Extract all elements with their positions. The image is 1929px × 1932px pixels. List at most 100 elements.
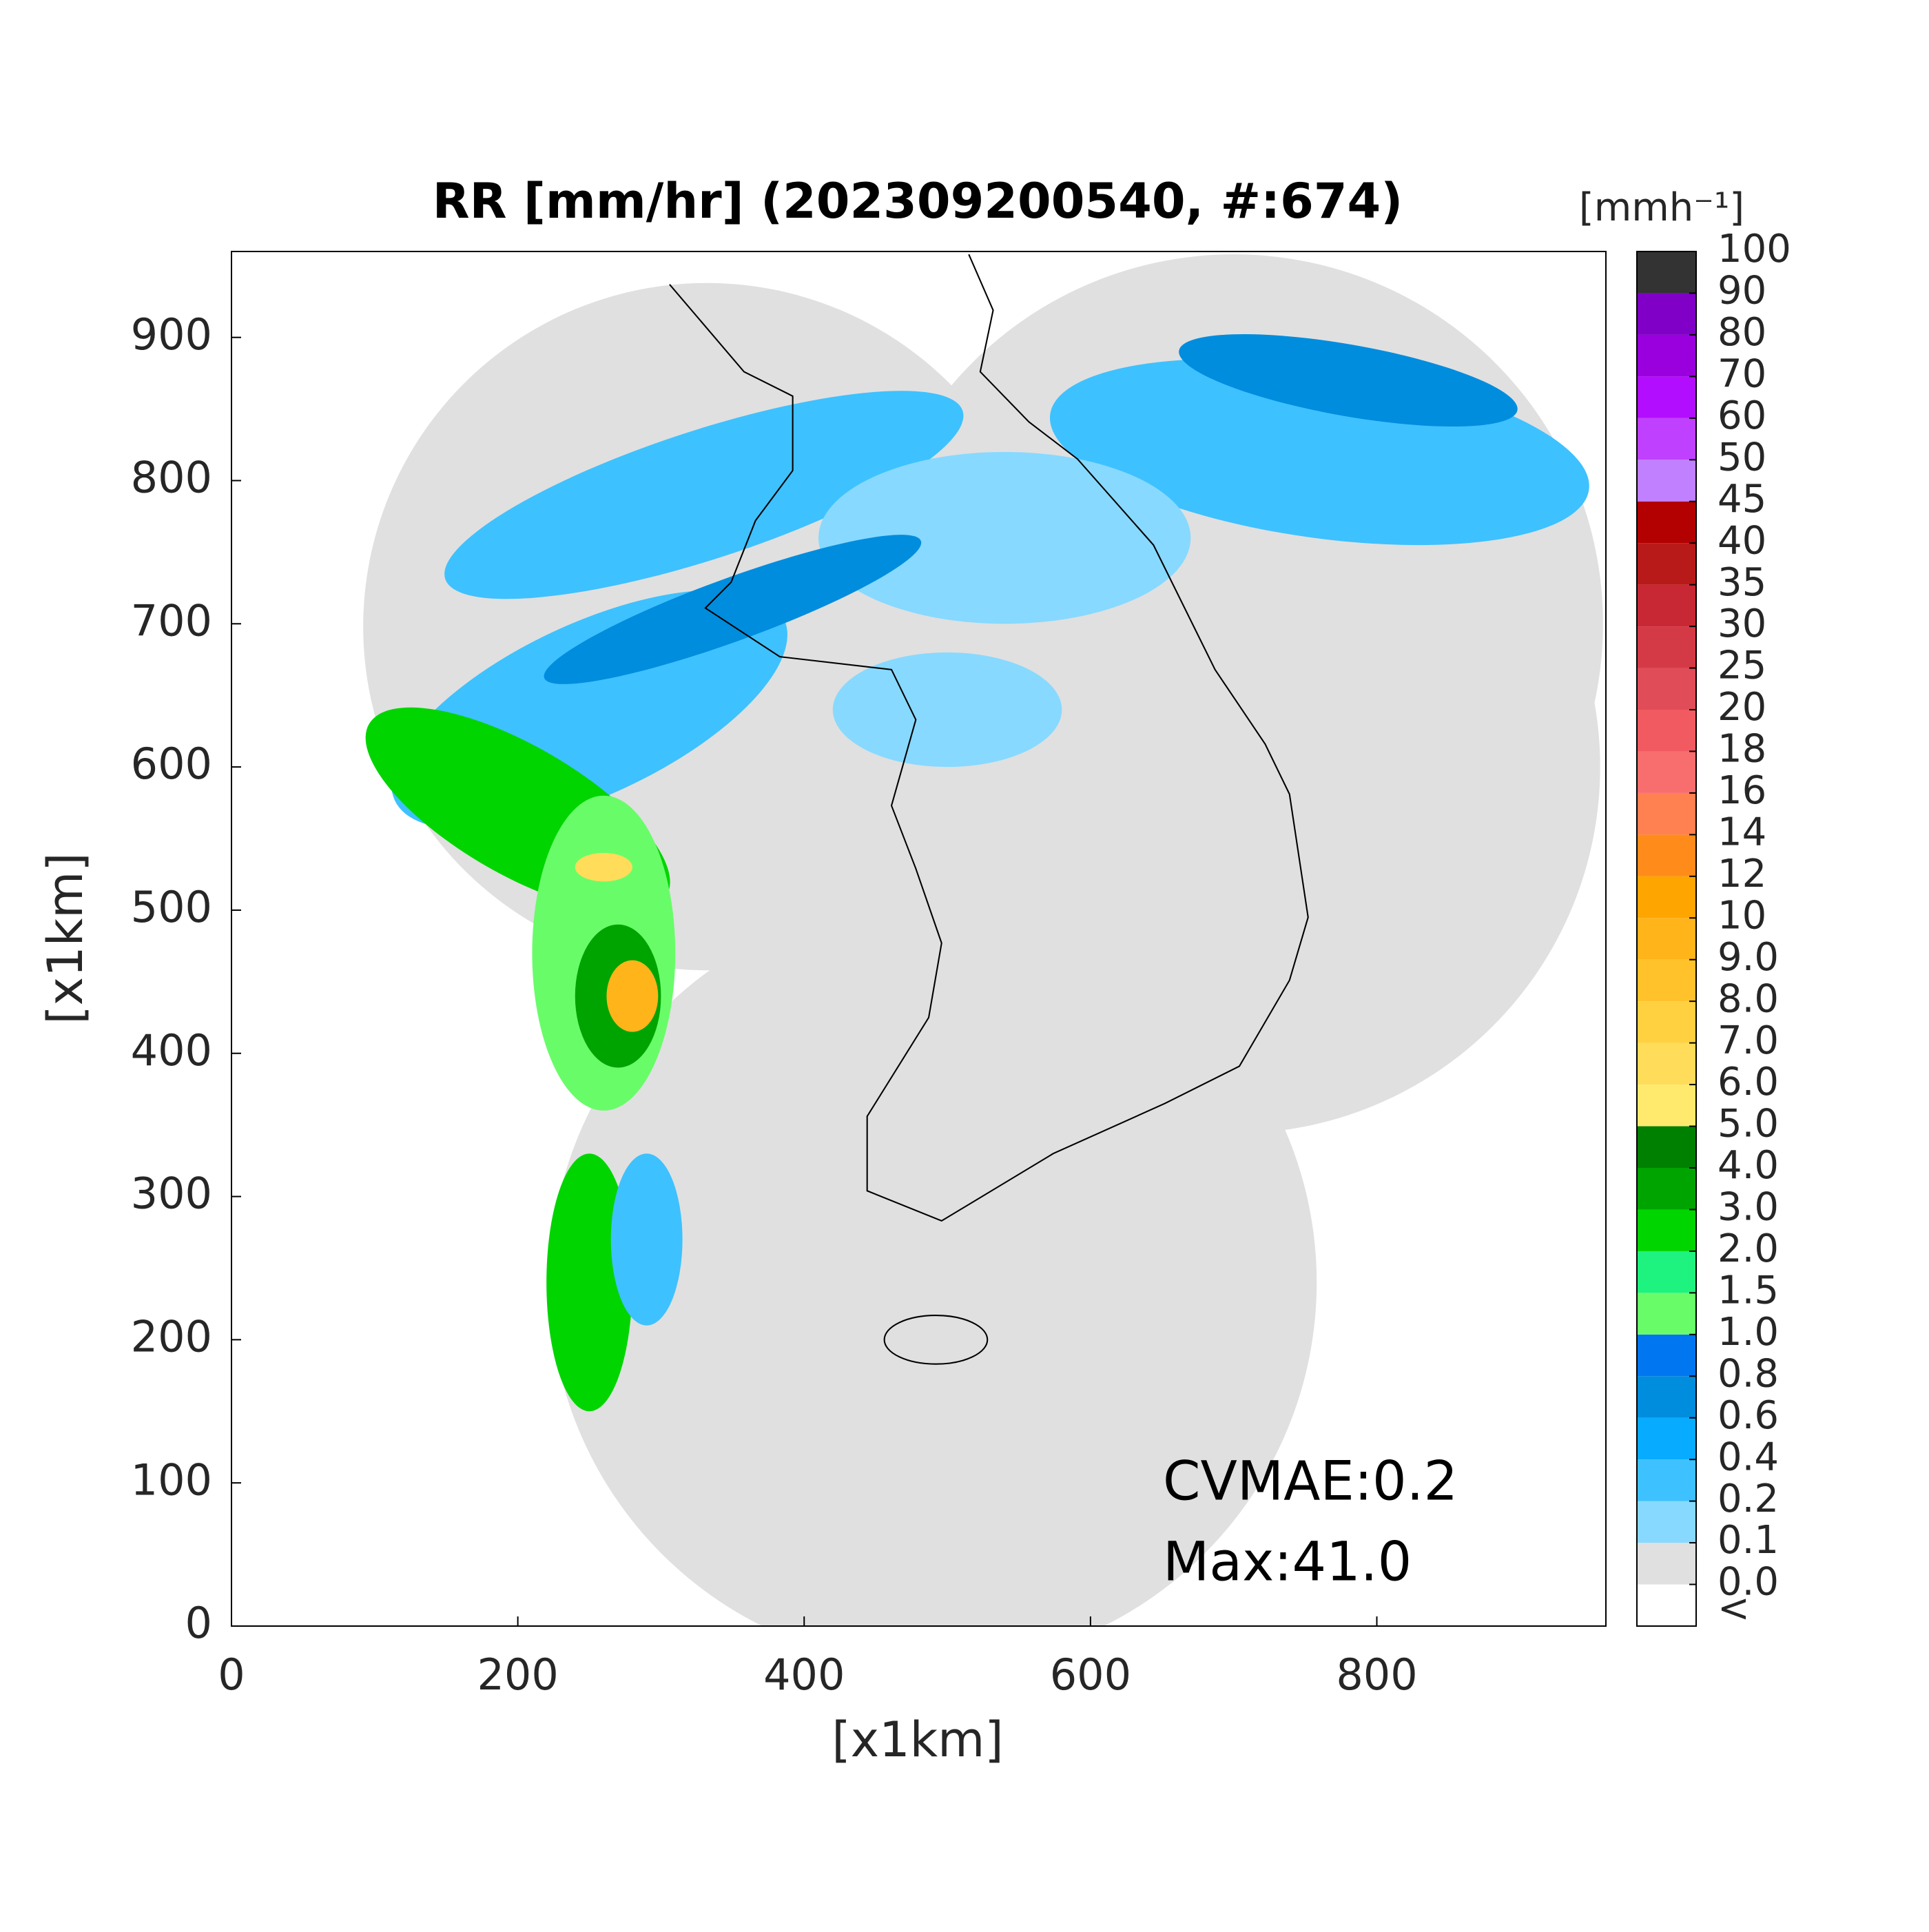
colorbar-under	[1637, 1584, 1696, 1626]
colorbar-band	[1637, 1251, 1696, 1293]
colorbar-band	[1637, 1209, 1696, 1251]
colorbar-tick-label: 80	[1717, 310, 1766, 355]
colorbar-band	[1637, 584, 1696, 627]
y-tick-label: 100	[131, 1455, 212, 1505]
y-tick-label: 0	[185, 1598, 212, 1648]
coverage-circle	[549, 898, 1317, 1626]
colorbar-band	[1637, 918, 1696, 960]
annotation: Max:41.0	[1163, 1531, 1412, 1593]
colorbar-tick-label: 100	[1717, 227, 1791, 271]
colorbar-tick-label: 4.0	[1717, 1143, 1779, 1188]
colorbar-tick-label: 35	[1717, 560, 1766, 605]
y-tick-label: 700	[131, 595, 212, 646]
coastline	[669, 254, 1309, 1222]
colorbar-band	[1637, 460, 1696, 502]
colorbar-tick-label: 30	[1717, 602, 1766, 646]
colorbar-band	[1637, 1293, 1696, 1335]
colorbar-tick-label: 20	[1717, 685, 1766, 730]
rain-area	[444, 391, 964, 599]
rain-area	[1179, 334, 1518, 427]
colorbar-tick-label: 25	[1717, 644, 1766, 688]
colorbar-band	[1637, 293, 1696, 335]
colorbar-tick-label: 60	[1717, 393, 1766, 438]
rain-area	[606, 960, 659, 1032]
colorbar-band	[1637, 959, 1696, 1002]
colorbar-tick-label: 45	[1717, 477, 1766, 522]
colorbar-band	[1637, 1376, 1696, 1418]
x-tick-label: 0	[218, 1650, 245, 1700]
coastlines	[669, 254, 1309, 1365]
rain-area	[818, 451, 1191, 624]
colorbar-band	[1637, 626, 1696, 668]
colorbar-band	[1637, 1085, 1696, 1127]
x-tick-label: 400	[763, 1650, 845, 1700]
y-axis-label: [x1km]	[37, 852, 94, 1024]
colorbar-tick-label: 0.0	[1717, 1560, 1779, 1605]
colorbar-tick-label: 7.0	[1717, 1018, 1779, 1063]
colorbar-band	[1637, 1459, 1696, 1501]
island	[883, 1315, 989, 1365]
map-area	[363, 254, 1603, 1626]
y-tick-label: 400	[131, 1025, 212, 1076]
colorbar-tick-label: 0.2	[1717, 1477, 1779, 1521]
y-tick-label: 300	[131, 1169, 212, 1219]
colorbar-band	[1637, 751, 1696, 793]
y-tick-label: 800	[131, 453, 212, 503]
colorbar-tick-label: 14	[1717, 810, 1766, 855]
colorbar-band	[1637, 876, 1696, 918]
colorbar-tick-label: 1.0	[1717, 1310, 1779, 1355]
colorbar-band	[1637, 792, 1696, 835]
colorbar-band	[1637, 501, 1696, 544]
colorbar-tick-label: 18	[1717, 727, 1766, 772]
colorbar-tick-label: 90	[1717, 269, 1766, 314]
colorbar-band	[1637, 251, 1696, 294]
colorbar-band	[1637, 334, 1696, 377]
rain-area	[832, 652, 1062, 768]
colorbar-under-label: <	[1717, 1586, 1750, 1631]
colorbar-band	[1637, 1334, 1696, 1377]
colorbar-tick-label: 40	[1717, 518, 1766, 563]
colorbar-tick-label: 2.0	[1717, 1226, 1779, 1271]
colorbar-tick-label: 8.0	[1717, 976, 1779, 1021]
colorbar-tick-label: 12	[1717, 852, 1766, 896]
chart-title: RR [mm/hr] (202309200540, #:674)	[433, 173, 1403, 229]
colorbar-band	[1637, 1501, 1696, 1543]
colorbar-band	[1637, 543, 1696, 585]
colorbar-frame	[1636, 251, 1697, 1627]
colorbar-tick-label: 50	[1717, 435, 1766, 480]
colorbar-tick-label: 0.6	[1717, 1393, 1779, 1438]
y-tick-label: 500	[131, 882, 212, 932]
map-layer	[363, 254, 1603, 1626]
x-axis-label: [x1km]	[832, 1712, 1003, 1768]
colorbar-band	[1637, 376, 1696, 418]
colorbar-band	[1637, 1417, 1696, 1460]
y-tick-label: 600	[131, 739, 212, 789]
colorbar-band	[1637, 668, 1696, 710]
x-tick-label: 600	[1050, 1650, 1131, 1700]
colorbar-band	[1637, 418, 1696, 460]
colorbar-band	[1637, 1126, 1696, 1168]
rain-area	[546, 1153, 632, 1412]
rain-areas	[365, 334, 1589, 1412]
colorbar-tick-label: 6.0	[1717, 1060, 1779, 1104]
y-tick-label: 900	[131, 309, 212, 360]
colorbar-band	[1637, 834, 1696, 876]
colorbar-tick-label: 70	[1717, 352, 1766, 397]
colorbar-tick-label: 1.5	[1717, 1268, 1779, 1313]
axes-frame	[231, 251, 1607, 1627]
colorbar-band	[1637, 1168, 1696, 1210]
colorbar-band	[1637, 1543, 1696, 1585]
x-tick-label: 200	[477, 1650, 558, 1700]
colorbar-tick-label: 5.0	[1717, 1102, 1779, 1147]
colorbar-tick-label: 16	[1717, 768, 1766, 813]
colorbar-label: [mmh⁻¹]	[1579, 185, 1744, 230]
colorbar-tick-label: 9.0	[1717, 935, 1779, 980]
x-tick-label: 800	[1336, 1650, 1417, 1700]
rain-area	[544, 535, 922, 684]
rain-area	[610, 1153, 683, 1326]
colorbar-tick-label: 0.8	[1717, 1351, 1779, 1396]
colorbar-tick-label: 3.0	[1717, 1185, 1779, 1230]
colorbar-band	[1637, 710, 1696, 752]
colorbar-tick-label: 0.4	[1717, 1435, 1779, 1479]
